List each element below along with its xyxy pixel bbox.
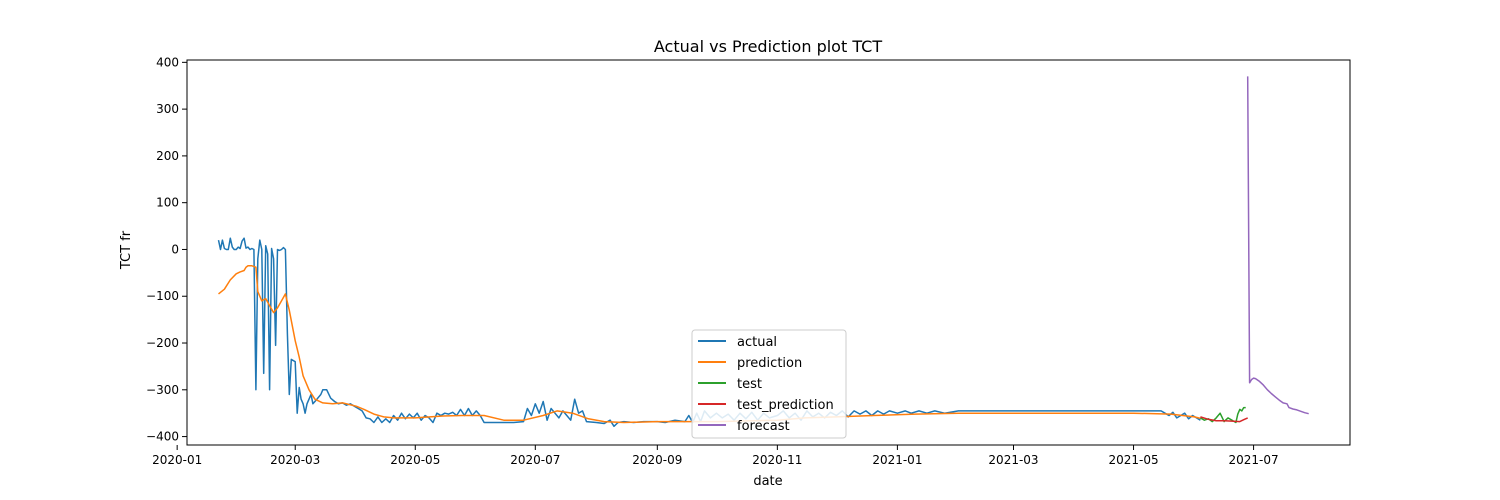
- legend: actual prediction test test_predictionforec…: [691, 329, 847, 439]
- y-tick-label: −300: [146, 383, 179, 397]
- x-tick-label: 2021-07: [1229, 453, 1279, 467]
- y-tick-label: 200: [156, 149, 179, 163]
- x-tick-label: 2020-07: [510, 453, 560, 467]
- legend-entry: test: [737, 377, 762, 392]
- chart-title: Actual vs Prediction plot TCT: [654, 37, 882, 56]
- x-tick-label: 2020-05: [390, 453, 440, 467]
- series-line-test-prediction: [1200, 416, 1249, 423]
- legend-entry: test_prediction: [737, 398, 834, 413]
- x-tick-label: 2021-05: [1108, 453, 1158, 467]
- y-tick-label: 300: [156, 102, 179, 116]
- x-tick-label: 2020-03: [270, 453, 320, 467]
- x-tick-label: 2020-09: [632, 453, 682, 467]
- x-tick-label: 2020-01: [152, 453, 202, 467]
- legend-entry: prediction: [737, 356, 802, 371]
- x-tick-label: 2020-11: [752, 453, 802, 467]
- y-tick-label: −400: [146, 430, 179, 444]
- series-line-forecast: [1246, 76, 1309, 415]
- legend-box: [691, 329, 847, 439]
- y-tick-label: 0: [171, 242, 179, 256]
- y-tick-label: 100: [156, 196, 179, 210]
- legend-entry: forecast: [737, 419, 790, 434]
- x-tick-label: 2021-01: [872, 453, 922, 467]
- y-tick-label: −200: [146, 336, 179, 350]
- y-axis-label: TCT fr: [119, 230, 134, 270]
- y-tick-label: 400: [156, 55, 179, 69]
- legend-entry: actual: [737, 335, 777, 350]
- axis-ticks: 2020-01 2020-03 2020-05 2020-07 2020-09 2020-…: [146, 55, 1279, 467]
- plot-frame: [186, 59, 1351, 446]
- x-axis-label: date: [753, 474, 782, 489]
- x-tick-label: 2021-03: [988, 453, 1038, 467]
- y-tick-label: −100: [146, 289, 179, 303]
